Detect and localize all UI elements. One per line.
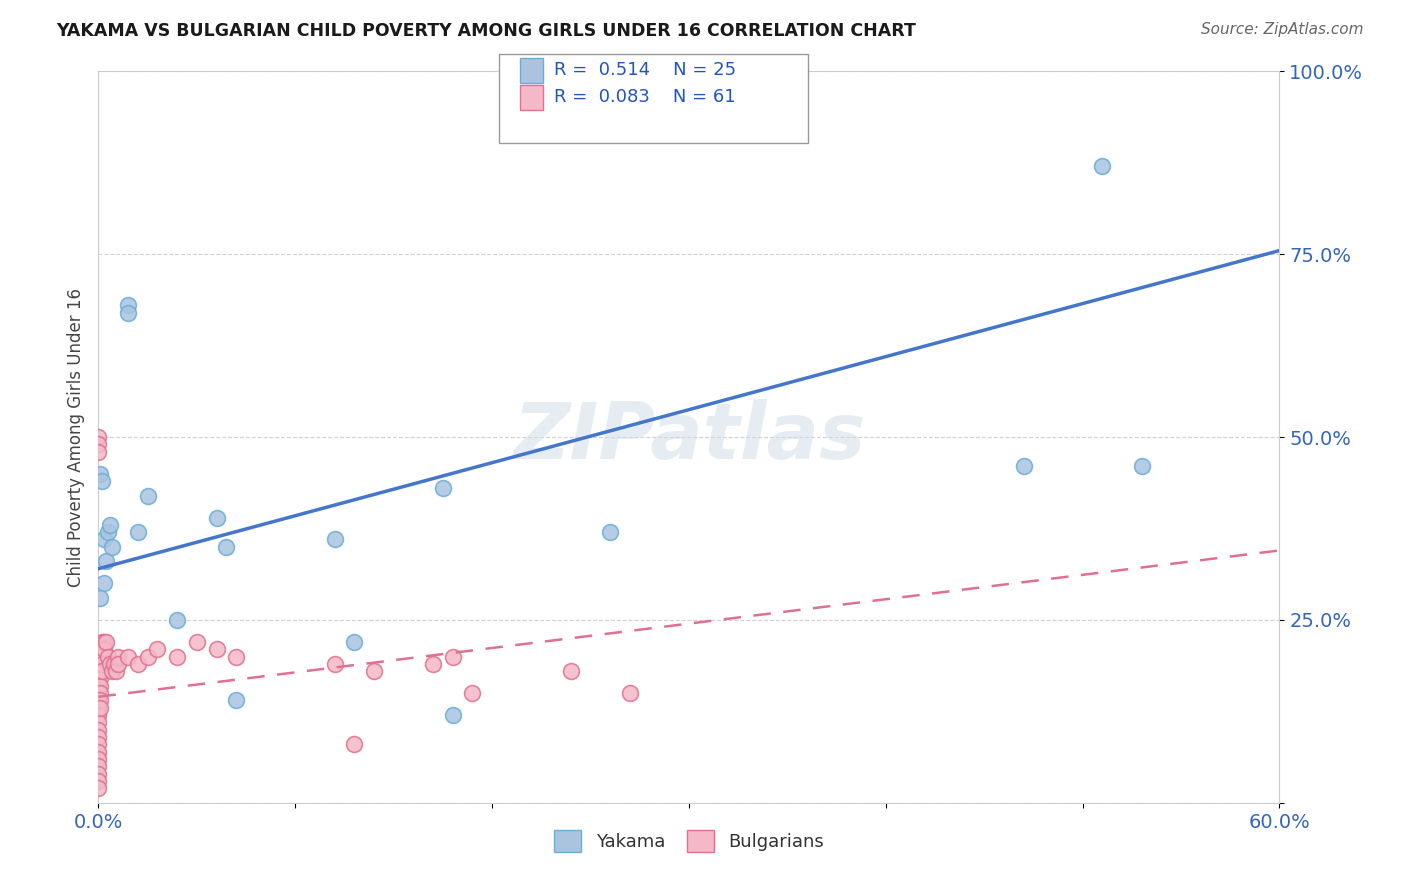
Point — [103, 657, 125, 671]
Point — [107, 657, 129, 671]
Point — [101, 540, 124, 554]
Point — [91, 657, 114, 671]
Point — [89, 679, 111, 693]
Point — [599, 525, 621, 540]
Point — [98, 657, 121, 671]
Point — [105, 664, 128, 678]
Point — [1130, 459, 1153, 474]
Point — [87, 759, 110, 773]
Point — [93, 533, 115, 547]
Point — [146, 642, 169, 657]
Point — [89, 664, 111, 678]
Point — [323, 533, 346, 547]
Point — [87, 737, 110, 751]
Point — [225, 649, 247, 664]
Point — [1091, 160, 1114, 174]
Point — [422, 657, 444, 671]
Point — [87, 693, 110, 707]
Point — [560, 664, 582, 678]
Point — [343, 635, 366, 649]
Point — [89, 649, 111, 664]
Point — [117, 298, 139, 312]
Point — [441, 708, 464, 723]
Point — [93, 642, 115, 657]
Point — [323, 657, 346, 671]
Point — [89, 591, 111, 605]
Point — [87, 679, 110, 693]
Point — [87, 773, 110, 788]
Point — [91, 664, 114, 678]
Point — [87, 708, 110, 723]
Point — [87, 745, 110, 759]
Point — [619, 686, 641, 700]
Point — [87, 752, 110, 766]
Point — [87, 430, 110, 444]
Point — [127, 657, 149, 671]
Point — [87, 700, 110, 714]
Point — [461, 686, 484, 700]
Point — [432, 481, 454, 495]
Point — [225, 693, 247, 707]
Point — [87, 715, 110, 730]
Point — [107, 649, 129, 664]
Point — [89, 467, 111, 481]
Point — [87, 672, 110, 686]
Y-axis label: Child Poverty Among Girls Under 16: Child Poverty Among Girls Under 16 — [66, 287, 84, 587]
Text: R =  0.083    N = 61: R = 0.083 N = 61 — [554, 88, 735, 106]
Point — [91, 474, 114, 488]
Point — [166, 613, 188, 627]
Point — [89, 657, 111, 671]
Point — [93, 635, 115, 649]
Point — [97, 649, 120, 664]
Point — [87, 686, 110, 700]
Point — [91, 642, 114, 657]
Point — [205, 510, 228, 524]
Point — [205, 642, 228, 657]
Point — [215, 540, 238, 554]
Point — [89, 686, 111, 700]
Point — [96, 635, 118, 649]
Point — [136, 489, 159, 503]
Legend: Yakama, Bulgarians: Yakama, Bulgarians — [547, 823, 831, 860]
Point — [87, 766, 110, 780]
Point — [97, 525, 120, 540]
Point — [136, 649, 159, 664]
Point — [98, 517, 121, 532]
Point — [117, 306, 139, 320]
Point — [87, 723, 110, 737]
Point — [91, 649, 114, 664]
Point — [87, 682, 110, 697]
Point — [87, 675, 110, 690]
Text: Source: ZipAtlas.com: Source: ZipAtlas.com — [1201, 22, 1364, 37]
Point — [127, 525, 149, 540]
Point — [87, 690, 110, 704]
Point — [117, 649, 139, 664]
Point — [89, 672, 111, 686]
Point — [441, 649, 464, 664]
Text: R =  0.514    N = 25: R = 0.514 N = 25 — [554, 62, 737, 79]
Point — [101, 664, 124, 678]
Point — [363, 664, 385, 678]
Point — [343, 737, 366, 751]
Point — [89, 693, 111, 707]
Point — [186, 635, 208, 649]
Point — [93, 576, 115, 591]
Point — [91, 635, 114, 649]
Point — [1012, 459, 1035, 474]
Point — [96, 554, 118, 568]
Text: ZIPatlas: ZIPatlas — [513, 399, 865, 475]
Point — [87, 730, 110, 744]
Point — [87, 781, 110, 796]
Point — [166, 649, 188, 664]
Text: YAKAMA VS BULGARIAN CHILD POVERTY AMONG GIRLS UNDER 16 CORRELATION CHART: YAKAMA VS BULGARIAN CHILD POVERTY AMONG … — [56, 22, 917, 40]
Point — [89, 700, 111, 714]
Point — [87, 437, 110, 451]
Point — [87, 444, 110, 458]
